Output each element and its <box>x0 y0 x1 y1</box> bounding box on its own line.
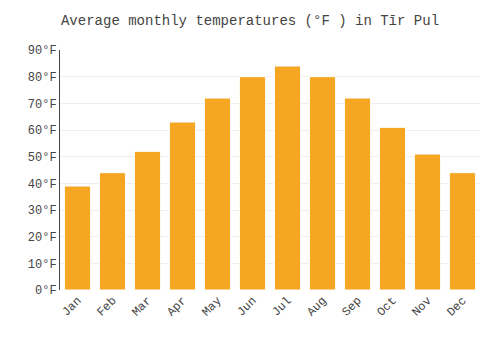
svg-text:Average monthly temperatures (: Average monthly temperatures (°F ) in Tī… <box>61 13 439 29</box>
svg-text:60°F: 60°F <box>28 124 57 138</box>
svg-text:90°F: 90°F <box>28 44 57 58</box>
svg-text:Mar: Mar <box>129 294 154 319</box>
svg-text:Sep: Sep <box>339 294 364 319</box>
svg-text:Apr: Apr <box>164 294 189 319</box>
svg-text:May: May <box>199 294 224 319</box>
svg-text:70°F: 70°F <box>28 98 57 112</box>
svg-text:Oct: Oct <box>374 294 399 319</box>
svg-text:Dec: Dec <box>444 294 469 319</box>
svg-text:Jul: Jul <box>269 294 294 319</box>
svg-text:Nov: Nov <box>409 294 434 319</box>
svg-text:Jan: Jan <box>59 294 84 319</box>
svg-text:Aug: Aug <box>304 294 329 319</box>
svg-text:20°F: 20°F <box>28 231 57 245</box>
svg-text:Jun: Jun <box>234 294 259 319</box>
svg-text:30°F: 30°F <box>28 204 57 218</box>
svg-text:0°F: 0°F <box>35 284 57 298</box>
svg-text:40°F: 40°F <box>28 178 57 192</box>
svg-text:Feb: Feb <box>94 294 119 319</box>
svg-text:80°F: 80°F <box>28 71 57 85</box>
svg-text:50°F: 50°F <box>28 151 57 165</box>
svg-text:10°F: 10°F <box>28 258 57 272</box>
